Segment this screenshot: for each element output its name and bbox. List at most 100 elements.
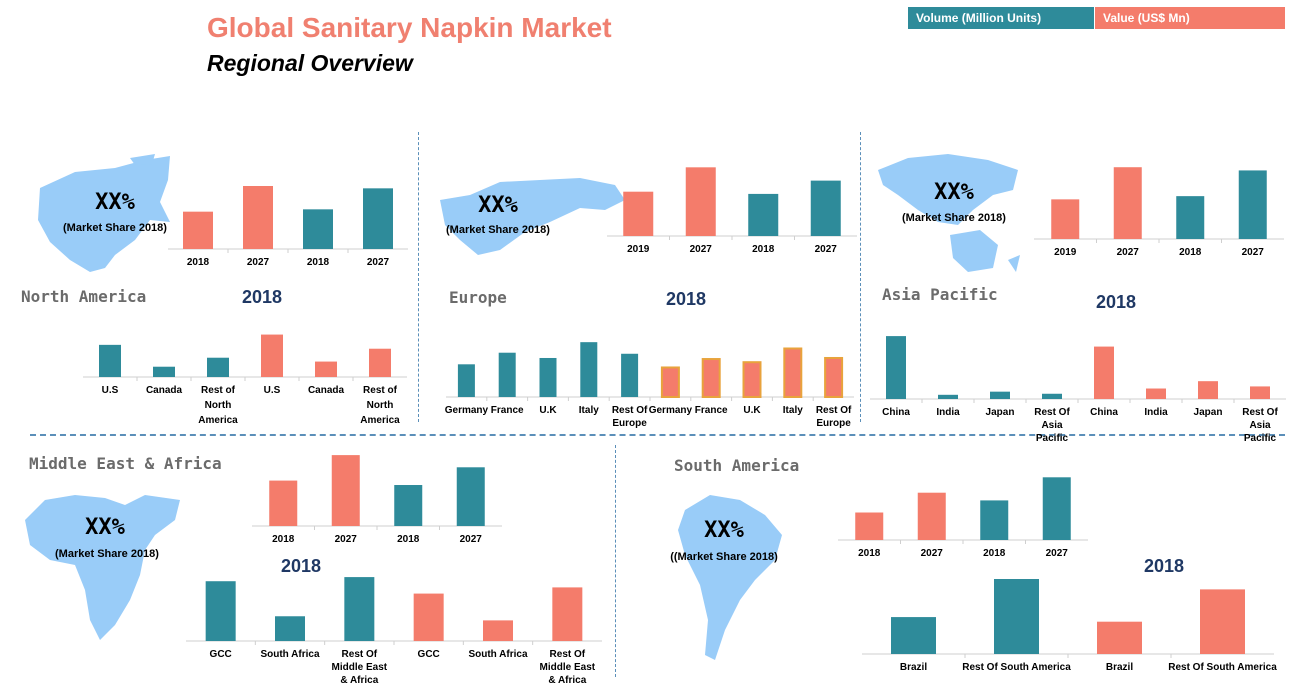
chart-sa-trend: 2018 2027 2018 2027: [838, 477, 1088, 559]
chart-bar-volume: [539, 357, 557, 397]
chart-category-label: Brazil: [900, 662, 927, 673]
chart-category-label: Rest Of Asia Pacific: [1242, 407, 1278, 444]
chart-category-label: India: [1144, 407, 1168, 418]
chart-category-label: 2027: [1046, 548, 1069, 559]
chart-category-label: 2027: [1117, 247, 1140, 258]
chart-category-label: 2018: [983, 548, 1006, 559]
chart-bar-volume: [990, 391, 1010, 399]
share-caption-south-america: ((Market Share 2018): [670, 551, 778, 563]
region-label-south-america: South America: [674, 456, 800, 475]
chart-category-label: 2018: [397, 534, 420, 545]
year-head-south-america: 2018: [1144, 556, 1185, 576]
share-value-europe: XX%: [478, 193, 518, 218]
chart-category-label: Rest Of Middle East & Africa: [332, 649, 388, 684]
chart-category-label: 2018: [272, 534, 295, 545]
page-title: Global Sanitary Napkin Market: [207, 12, 612, 43]
chart-bar-value: [315, 361, 337, 377]
chart-category-label: France: [491, 405, 524, 416]
chart-bar-value: [1198, 381, 1218, 399]
chart-category-label: Brazil: [1106, 662, 1133, 673]
chart-bar-volume: [810, 180, 841, 236]
chart-category-label: 2019: [627, 244, 650, 255]
share-value-asia-pacific: XX%: [934, 180, 974, 205]
chart-bar-volume: [456, 467, 485, 526]
south-america-map: [678, 495, 782, 660]
chart-bar-value: [824, 356, 844, 398]
chart-ap-country: China India Japan Rest Of Asia Pacific China In…: [870, 336, 1286, 444]
chart-category-label: 2027: [921, 548, 944, 559]
chart-bar-volume: [344, 577, 375, 641]
chart-bar-value: [183, 211, 213, 249]
year-head-mea: 2018: [281, 556, 322, 576]
chart-bar-volume: [99, 344, 121, 377]
chart-category-label: 2027: [460, 534, 483, 545]
chart-category-label: Rest of North America: [360, 385, 400, 426]
chart-category-label: Germany: [649, 405, 693, 416]
chart-category-label: Rest Of Europe: [612, 405, 648, 429]
chart-bar-value: [1051, 199, 1080, 239]
chart-category-label: U.S: [102, 385, 119, 396]
chart-category-label: Japan: [986, 407, 1015, 418]
share-value-north-america: XX%: [95, 190, 135, 215]
chart-category-label: 2027: [815, 244, 838, 255]
chart-category-label: Italy: [579, 405, 599, 416]
chart-category-label: Rest Of Europe: [816, 405, 852, 429]
chart-bar-volume: [580, 342, 598, 397]
chart-bar-value: [1250, 386, 1270, 399]
europe-map: [440, 178, 625, 255]
chart-bar-volume: [748, 193, 779, 236]
divider-na-eu: [418, 132, 419, 422]
year-head-north-america: 2018: [242, 287, 283, 307]
chart-bar-value: [1113, 167, 1142, 239]
chart-category-label: China: [882, 407, 910, 418]
share-caption-mea: (Market Share 2018): [55, 548, 159, 560]
year-head-asia-pacific: 2018: [1096, 292, 1137, 312]
chart-bar-value: [483, 620, 513, 641]
chart-category-label: 2027: [335, 534, 358, 545]
chart-bar-value: [701, 358, 721, 398]
share-caption-asia-pacific: (Market Share 2018): [902, 212, 1006, 224]
chart-sa-country: Brazil Rest Of South America Brazil Rest Of…: [862, 579, 1277, 673]
region-label-mea: Middle East & Africa: [29, 454, 222, 473]
chart-bar-volume: [1238, 170, 1267, 239]
legend-value: Value (US$ Mn): [1095, 7, 1285, 29]
chart-category-label: 2027: [1242, 247, 1265, 258]
chart-bar-volume: [303, 209, 333, 249]
chart-category-label: Germany: [445, 405, 489, 416]
chart-bar-value: [660, 366, 680, 399]
chart-category-label: 2018: [307, 257, 330, 268]
chart-category-label: Rest of North America: [198, 385, 238, 426]
chart-bar-volume: [994, 579, 1039, 654]
year-head-europe: 2018: [666, 289, 707, 309]
chart-category-label: GCC: [210, 649, 232, 660]
chart-bar-volume: [498, 352, 516, 397]
chart-category-label: 2018: [858, 548, 881, 559]
chart-bar-value: [261, 334, 283, 377]
chart-bar-volume: [394, 485, 423, 526]
chart-bar-volume: [938, 394, 958, 399]
chart-bar-value: [1097, 621, 1142, 654]
chart-category-label: Rest Of South America: [1168, 662, 1277, 673]
chart-category-label: 2019: [1054, 247, 1077, 258]
chart-category-label: 2018: [1179, 247, 1202, 258]
chart-bar-volume: [891, 617, 936, 654]
chart-category-label: U.K: [539, 405, 557, 416]
mea-africa-map: [25, 495, 180, 640]
share-caption-europe: (Market Share 2018): [446, 224, 550, 236]
chart-bar-volume: [1176, 196, 1205, 239]
page-subtitle: Regional Overview: [207, 50, 413, 76]
chart-category-label: South Africa: [468, 649, 528, 660]
chart-bar-volume: [621, 353, 639, 397]
chart-bar-value: [1094, 346, 1114, 399]
chart-mea-country: GCC South Africa Rest Of Middle East & Afric…: [186, 577, 602, 684]
chart-category-label: U.K: [743, 405, 761, 416]
chart-bar-volume: [1042, 477, 1071, 540]
chart-bar-value: [855, 512, 884, 540]
chart-bar-value: [552, 587, 583, 641]
chart-category-label: Japan: [1194, 407, 1223, 418]
legend-volume: Volume (Million Units): [908, 7, 1094, 29]
share-caption-north-america: (Market Share 2018): [63, 222, 167, 234]
chart-category-label: Canada: [308, 385, 345, 396]
chart-category-label: China: [1090, 407, 1118, 418]
chart-category-label: U.S: [264, 385, 281, 396]
